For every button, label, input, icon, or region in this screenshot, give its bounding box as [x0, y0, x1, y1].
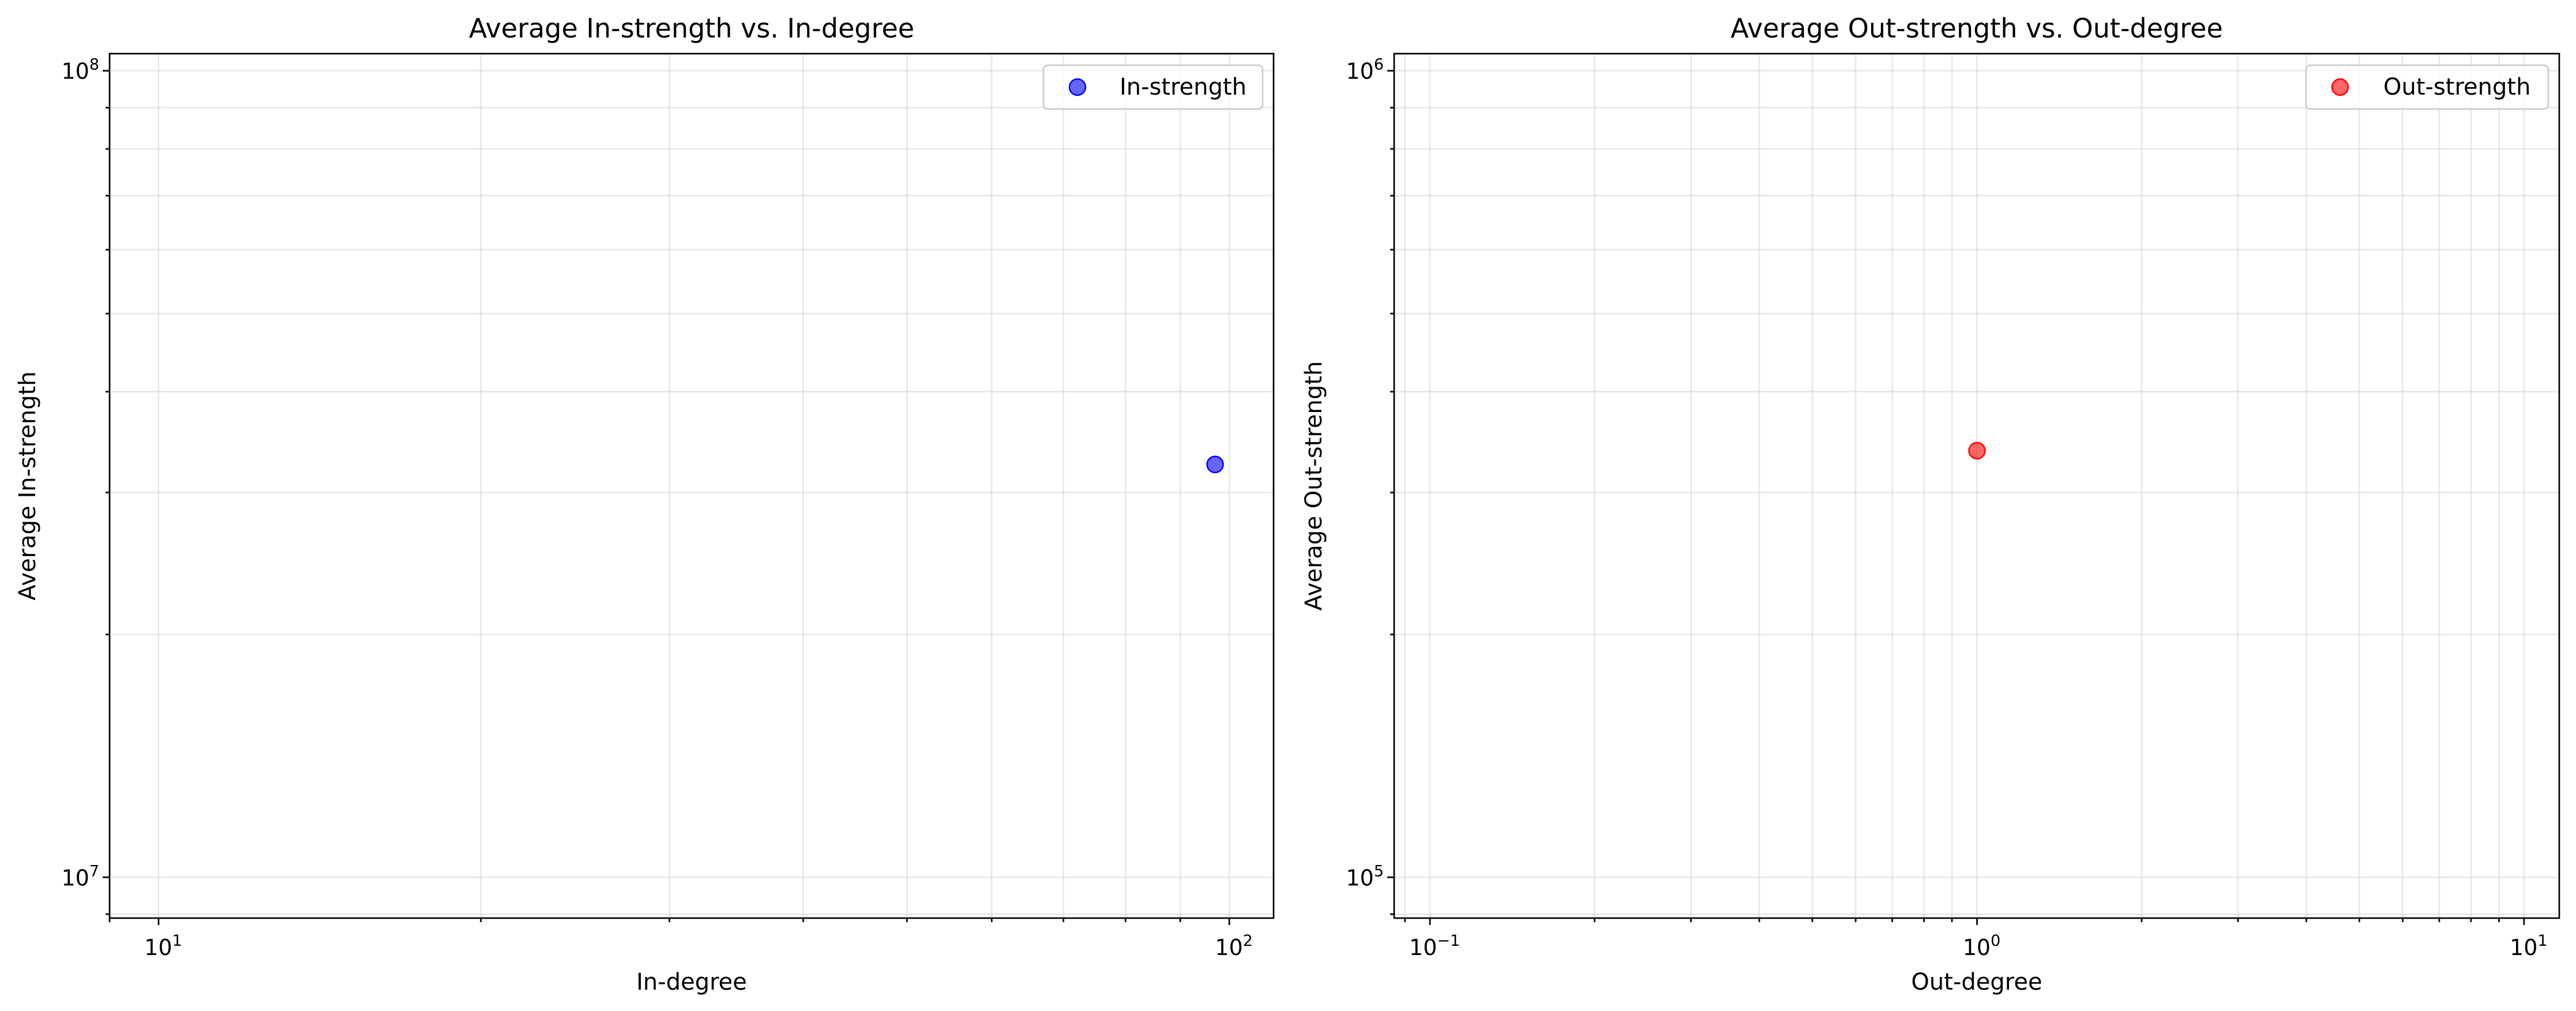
x-tick-label: 101: [144, 932, 182, 960]
chart-title: Average In-strength vs. In-degree: [469, 13, 914, 44]
legend-marker: [1068, 78, 1087, 96]
plot-area-frame: [108, 53, 1275, 919]
out-strength-chart: Average Out-strength vs. Out-degree Out-…: [1301, 13, 2560, 995]
axis-ticks: 10−1 100 101 105 106: [1346, 56, 2547, 960]
y-axis-label: Average Out-strength: [1301, 361, 1327, 611]
data-points: [1206, 455, 1224, 474]
axis-ticks: 101 102 107 108: [61, 56, 1252, 960]
data-points: [1968, 441, 1986, 460]
in-strength-chart: Average In-strength vs. In-degree In-deg…: [14, 13, 1275, 995]
x-tick-label: 100: [1963, 932, 2001, 960]
y-tick-label: 108: [61, 56, 99, 84]
data-point: [1968, 441, 1986, 460]
grid-lines: [1394, 54, 2559, 918]
legend: Out-strength: [2305, 64, 2549, 110]
plot-area-frame: [1393, 53, 2560, 919]
y-axis-label: Average In-strength: [14, 371, 41, 600]
x-axis-label: Out-degree: [1911, 969, 2042, 995]
x-axis-label: In-degree: [636, 969, 747, 995]
x-tick-label: 101: [2510, 932, 2548, 960]
x-tick-label: 10−1: [1409, 932, 1460, 960]
data-point: [1206, 455, 1224, 474]
x-tick-label: 102: [1215, 932, 1253, 960]
y-tick-label: 107: [61, 862, 99, 890]
legend: In-strength: [1042, 64, 1264, 110]
grid-lines: [108, 54, 1274, 918]
chart-title: Average Out-strength vs. Out-degree: [1730, 13, 2223, 44]
legend-label: In-strength: [1120, 74, 1246, 100]
y-tick-label: 105: [1346, 862, 1384, 890]
legend-label: Out-strength: [2383, 74, 2530, 100]
legend-marker: [2331, 78, 2349, 96]
legend-frame: [1042, 64, 1264, 110]
y-tick-label: 106: [1346, 56, 1384, 84]
legend-frame: [2305, 64, 2549, 110]
